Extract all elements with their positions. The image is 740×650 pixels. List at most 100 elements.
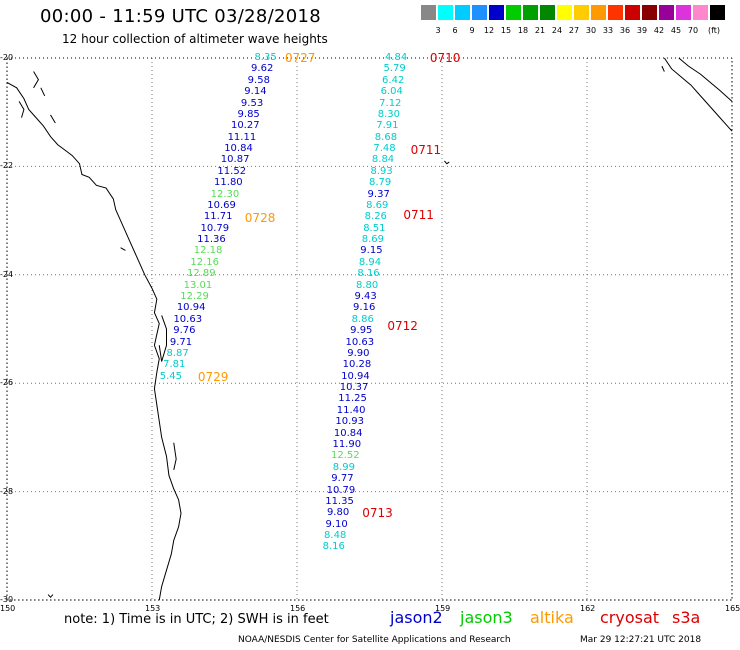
wave-height-value: 8.87	[166, 347, 189, 359]
island-outline	[47, 594, 54, 599]
wave-height-value: 6.04	[380, 86, 403, 98]
wave-height-value: 10.94	[176, 302, 206, 314]
scale-tick-label: 12	[483, 26, 495, 35]
wave-height-value: 8.69	[361, 234, 385, 246]
pass-time-label: 0729	[197, 369, 229, 384]
legend-entry-s3a: s3a	[672, 608, 701, 627]
scale-unit-label: (ft)	[707, 26, 721, 35]
island-outline	[40, 87, 46, 97]
scale-tick-label: 3	[435, 26, 441, 35]
wave-height-value: 7.81	[163, 359, 186, 371]
wave-height-value: 8.79	[368, 177, 392, 189]
longitude-label: 159	[435, 604, 451, 613]
latitude-label: -30	[0, 595, 14, 604]
footer-note: note: 1) Time is in UTC; 2) SWH is in fe…	[64, 612, 329, 627]
wave-height-value: 10.69	[207, 199, 236, 211]
wave-height-value: 10.84	[224, 143, 253, 155]
wave-height-value: 9.80	[326, 507, 350, 519]
pass-time-label: 0713	[362, 506, 393, 521]
wave-height-value: 4.84	[384, 52, 408, 63]
wave-height-value: 9.16	[353, 302, 376, 314]
legend-entry-jason2: jason2	[390, 608, 443, 627]
wave-height-value: 8.51	[363, 222, 386, 234]
scale-swatch	[693, 5, 708, 20]
wave-height-value: 8.80	[355, 279, 379, 291]
wave-height-value: 10.84	[333, 427, 363, 439]
legend-entry-altika: altika	[530, 608, 574, 627]
scale-swatch	[421, 5, 436, 20]
island-outline	[50, 114, 56, 124]
map-frame	[6, 57, 733, 601]
pass-time-label: 0728	[244, 210, 276, 225]
wave-height-value: 8.30	[377, 108, 400, 120]
scale-tick-label: 15	[500, 26, 512, 35]
legend-entry-cryosat: cryosat	[600, 608, 660, 627]
wave-height-value: 11.80	[214, 177, 243, 189]
wave-height-value: 11.40	[336, 404, 366, 416]
scale-tick-label: 21	[534, 26, 546, 35]
pass-time-label: 0711	[403, 208, 434, 223]
island-outline	[661, 65, 665, 72]
scale-tick-label: 24	[551, 26, 563, 35]
scale-tick-label: 9	[469, 26, 475, 35]
scale-swatch	[625, 5, 640, 20]
credit-line: NOAA/NESDIS Center for Satellite Applica…	[238, 635, 511, 645]
scale-swatch	[489, 5, 504, 20]
wave-height-value: 9.71	[169, 336, 193, 348]
scale-swatch	[540, 5, 555, 20]
wave-height-value: 8.99	[332, 461, 356, 473]
island-outline	[120, 247, 126, 251]
scale-tick-label: 18	[517, 26, 529, 35]
scale-swatch	[506, 5, 521, 20]
island-outline	[158, 315, 167, 362]
scale-swatch	[608, 5, 623, 20]
latitude-label: -22	[0, 161, 14, 171]
scale-swatch	[438, 5, 453, 20]
scale-swatch	[557, 5, 572, 20]
map-subtitle: 12 hour collection of altimeter wave hei…	[62, 32, 328, 46]
scale-tick-label: 36	[619, 26, 631, 35]
wave-height-value: 10.87	[220, 154, 250, 166]
wave-height-value: 8.16	[357, 268, 380, 280]
scale-tick-label: 33	[602, 26, 614, 35]
wave-height-value: 12.18	[193, 245, 223, 257]
wave-height-value: 8.16	[322, 541, 345, 553]
wave-height-value: 9.90	[347, 347, 370, 359]
pass-time-label: 0712	[387, 318, 418, 333]
scale-swatch	[659, 5, 674, 20]
wave-height-value: 12.52	[331, 450, 360, 462]
wave-height-value: 6.42	[382, 74, 405, 86]
scale-tick-label: 30	[585, 26, 597, 35]
wave-height-value: 12.16	[190, 256, 219, 268]
wave-height-value: 9.76	[173, 325, 196, 337]
map-title: 00:00 - 11:59 UTC 03/28/2018	[40, 6, 321, 27]
wave-height-value: 10.79	[200, 222, 230, 234]
pass-time-label: 0710	[429, 51, 461, 65]
scale-tick-label: 27	[568, 26, 580, 35]
pass-time-label: 0711	[410, 143, 442, 158]
wave-height-value: 9.62	[251, 63, 274, 75]
longitude-label: 153	[145, 604, 161, 613]
scale-swatch	[472, 5, 487, 20]
island-outline	[173, 442, 177, 471]
wave-height-value: 9.43	[354, 291, 377, 303]
latitude-label: -24	[0, 269, 14, 279]
wave-height-value: 10.37	[339, 382, 369, 394]
scale-swatch	[591, 5, 606, 20]
wave-height-value: 5.79	[383, 63, 406, 75]
longitude-label: 156	[290, 604, 306, 613]
wave-height-value: 8.86	[351, 313, 374, 325]
wave-height-value: 10.28	[342, 359, 372, 371]
scale-swatch	[642, 5, 657, 20]
wave-height-value: 11.71	[203, 211, 233, 223]
wave-height-value: 11.11	[227, 131, 257, 143]
australia-coastline	[6, 81, 182, 601]
wave-height-value: 7.91	[376, 120, 399, 132]
wave-height-value: 9.37	[367, 188, 390, 200]
wave-height-value: 11.25	[338, 393, 367, 405]
new-caledonia-coastline	[678, 57, 733, 102]
wave-height-value: 12.89	[186, 268, 216, 280]
scale-swatch	[574, 5, 589, 20]
wave-height-value: 9.85	[237, 108, 260, 120]
